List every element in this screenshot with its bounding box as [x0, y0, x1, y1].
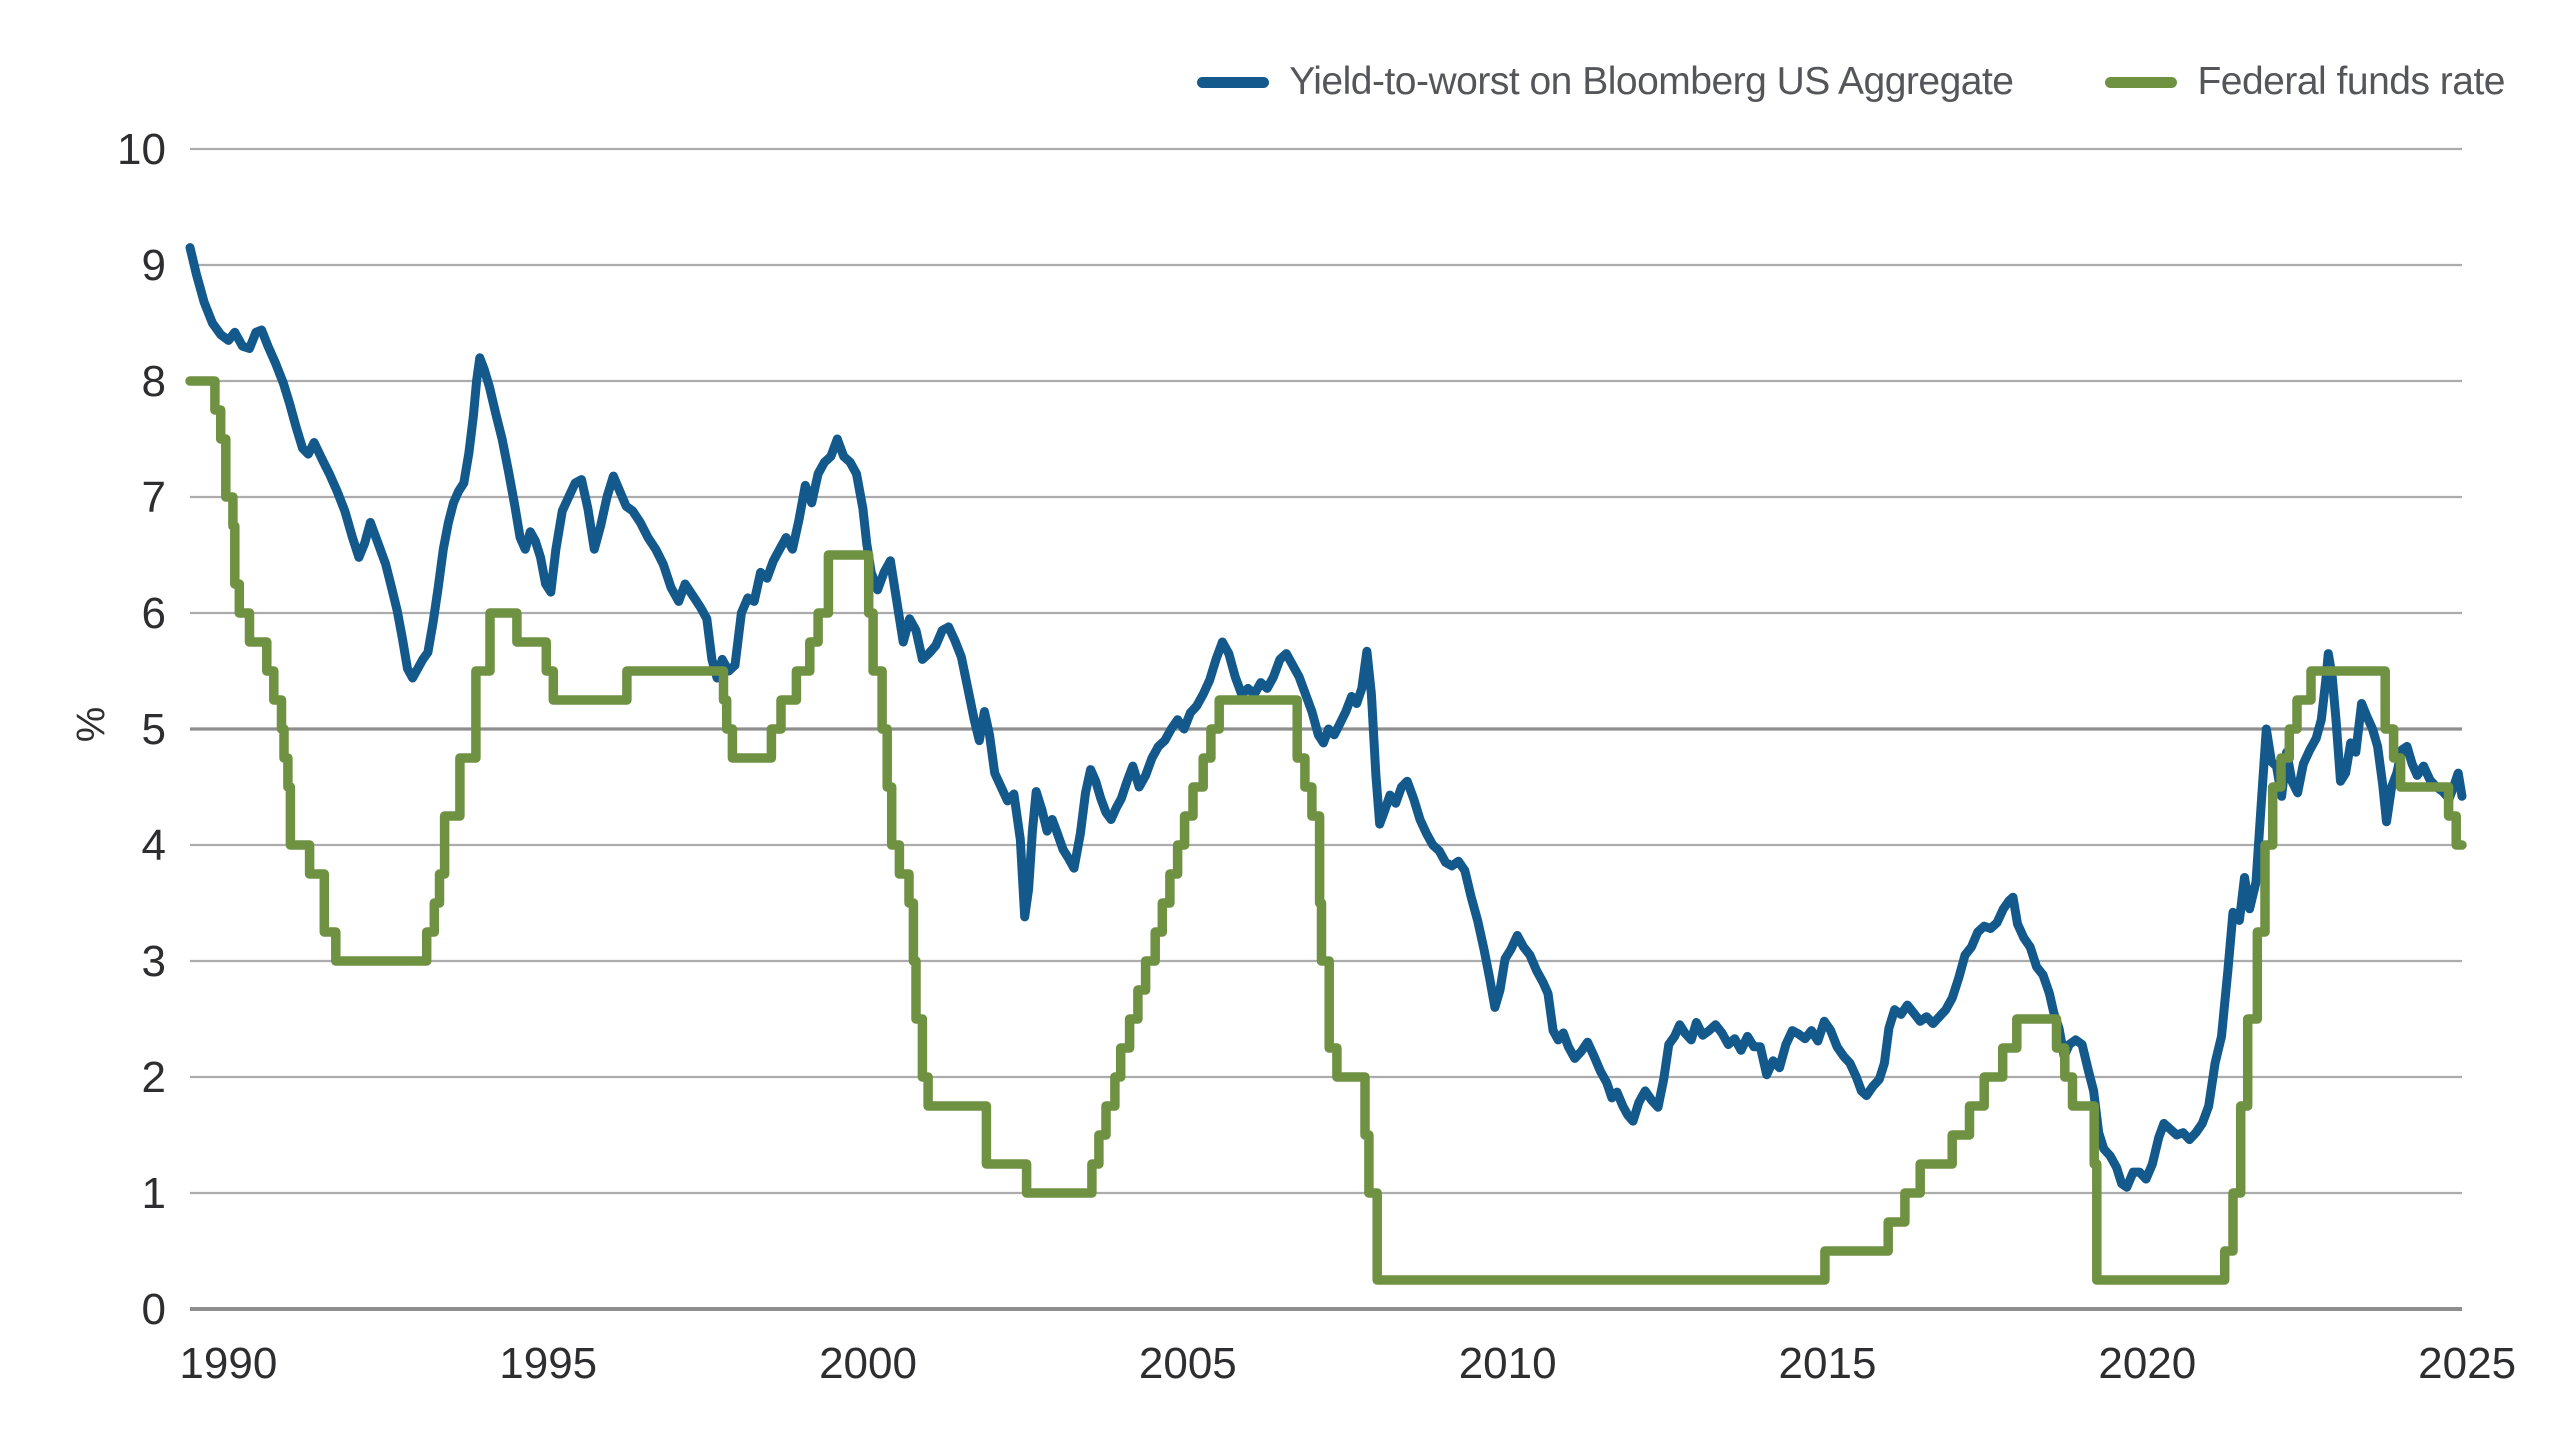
x-tick-label-2025: 2025	[2418, 1339, 2516, 1388]
series-line-yield-to-worst	[185, 243, 2467, 1192]
legend-label-yield-to-worst: Yield-to-worst on Bloomberg US Aggregate	[1289, 60, 2014, 103]
x-tick-label-1990: 1990	[179, 1339, 277, 1388]
legend-swatch-blue-line-icon	[1197, 76, 1270, 88]
x-tick-label-1995: 1995	[499, 1339, 597, 1388]
y-tick-label-10: 10	[117, 125, 166, 174]
x-tick-label-2020: 2020	[2098, 1339, 2196, 1388]
y-tick-label-8: 8	[142, 357, 166, 406]
y-tick-label-0: 0	[142, 1285, 166, 1334]
y-tick-label-6: 6	[142, 589, 166, 638]
y-tick-label-4: 4	[142, 821, 166, 870]
y-tick-label-2: 2	[142, 1053, 166, 1102]
series-line-fed-funds	[185, 376, 2467, 1285]
legend: Yield-to-worst on Bloomberg US Aggregate…	[1197, 58, 2505, 106]
y-tick-label-7: 7	[142, 473, 166, 522]
legend-swatch-green-line-icon	[2105, 76, 2178, 88]
x-tick-label-2010: 2010	[1459, 1339, 1557, 1388]
legend-label-fed-funds: Federal funds rate	[2197, 60, 2505, 103]
legend-item-fed-funds: Federal funds rate	[2105, 58, 2505, 106]
y-tick-label-3: 3	[142, 937, 166, 986]
x-tick-label-2015: 2015	[1779, 1339, 1877, 1388]
y-tick-label-9: 9	[142, 241, 166, 290]
x-tick-label-2005: 2005	[1139, 1339, 1237, 1388]
y-tick-label-1: 1	[142, 1169, 166, 1218]
legend-item-yield-to-worst: Yield-to-worst on Bloomberg US Aggregate	[1197, 58, 2014, 106]
y-tick-label-5: 5	[142, 705, 166, 754]
x-tick-label-2000: 2000	[819, 1339, 917, 1388]
